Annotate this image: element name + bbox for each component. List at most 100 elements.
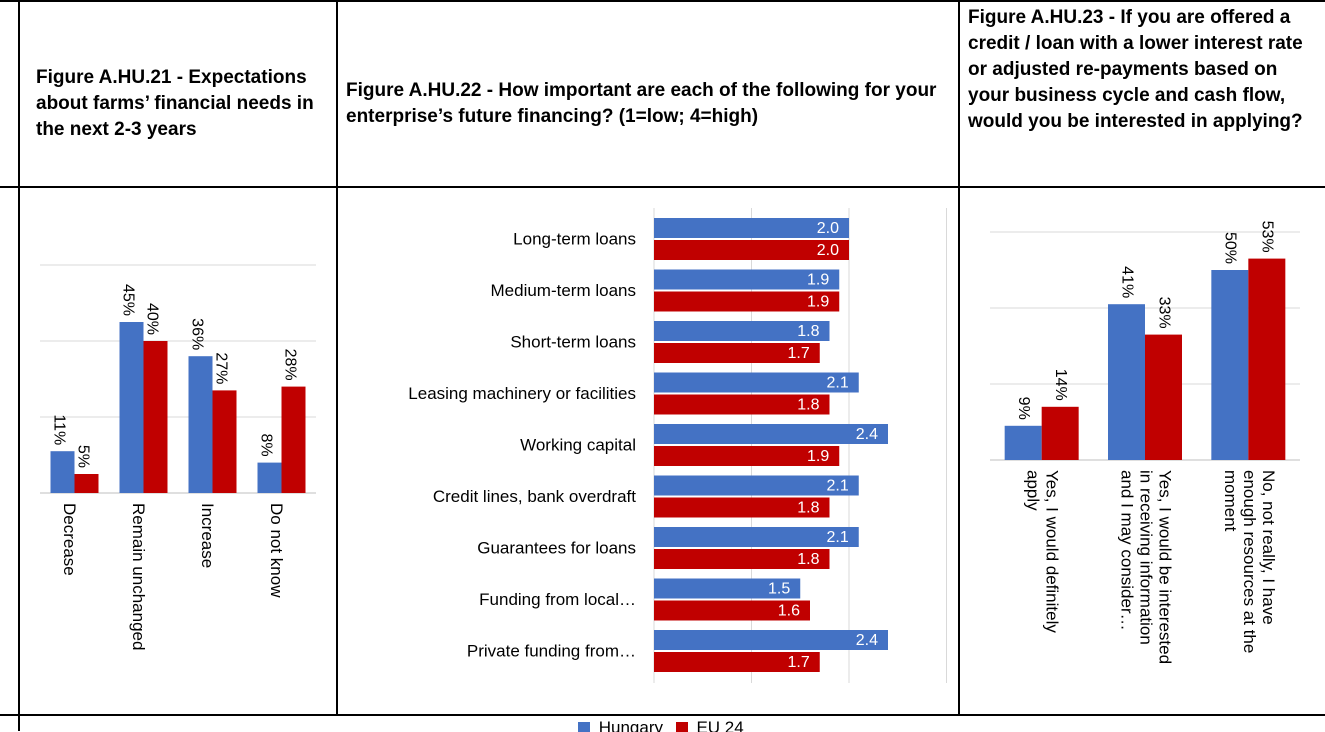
data-label: 45% — [119, 284, 136, 316]
bar-eu24 — [654, 394, 830, 415]
data-label: 33% — [1155, 297, 1172, 329]
category-label: Leasing machinery or facilities — [408, 384, 636, 403]
data-label: 1.7 — [788, 654, 810, 671]
bar-hungary — [1004, 425, 1042, 460]
data-label: 1.7 — [788, 345, 810, 362]
bar-hungary — [654, 630, 888, 650]
legend: Hungary EU 24 — [578, 718, 744, 732]
bar-eu24 — [212, 390, 237, 493]
data-label: 40% — [143, 303, 160, 335]
data-label: 1.6 — [778, 603, 800, 620]
table-border-col1 — [336, 0, 338, 716]
data-label: 50% — [1222, 232, 1239, 264]
category-label: Medium-term loans — [491, 281, 637, 300]
bar-hungary — [188, 356, 213, 493]
category-label: and I may consider… — [1118, 470, 1137, 631]
data-label: 9% — [1015, 397, 1032, 420]
category-label: No, not really, I have — [1259, 470, 1278, 625]
bar-eu24 — [1145, 334, 1182, 460]
bar-hungary — [654, 218, 849, 238]
bar-hungary — [257, 462, 282, 493]
data-label: 11% — [50, 414, 67, 445]
figure-23-title: Figure A.HU.23 - If you are offered a cr… — [968, 7, 1303, 132]
data-label: 2.1 — [827, 478, 849, 495]
figure-22-title: Figure A.HU.22 - How important are each … — [346, 80, 937, 127]
data-label: 2.0 — [817, 220, 839, 237]
category-label: moment — [1221, 470, 1240, 532]
data-label: 1.9 — [807, 272, 829, 289]
bar-eu24 — [654, 600, 810, 621]
data-label: 2.4 — [856, 426, 878, 443]
bar-hungary — [654, 424, 888, 444]
bar-hungary — [654, 269, 840, 290]
category-label: Remain unchanged — [129, 503, 148, 650]
bar-hungary — [654, 475, 859, 496]
bar-eu24 — [74, 474, 99, 493]
bar-eu24 — [654, 446, 840, 466]
data-label: 5% — [74, 445, 91, 468]
category-label: Long-term loans — [513, 229, 636, 248]
category-label: Yes, I would be interested — [1156, 470, 1175, 664]
legend-swatch-eu24 — [675, 722, 688, 732]
data-label: 2.1 — [827, 529, 849, 546]
table-border-left — [18, 0, 20, 731]
chart-financial-needs: 11% 5% Decrease 45% 40% Remain unchanged 36% 27… — [40, 264, 316, 650]
data-label: 14% — [1052, 369, 1069, 401]
category-label: Short-term loans — [510, 332, 636, 351]
table-border-row-bottom — [0, 714, 1325, 716]
data-label: 41% — [1118, 266, 1135, 298]
bar-eu24 — [1248, 258, 1286, 460]
table-border-col2 — [958, 0, 960, 716]
data-label: 2.0 — [817, 242, 839, 259]
bar-eu24 — [654, 497, 830, 518]
category-label: Increase — [198, 503, 217, 568]
data-label: 1.8 — [797, 323, 819, 340]
category-label: Decrease — [60, 503, 79, 576]
data-label: 1.8 — [797, 397, 819, 414]
bar-hungary — [654, 372, 859, 393]
data-label: 36% — [188, 318, 205, 350]
category-label: Working capital — [520, 435, 636, 454]
bar-eu24 — [654, 240, 849, 260]
data-label: 2.4 — [856, 632, 878, 649]
chart-financing-importance: Long-term loans 2.0 2.0 Medium-term loans 1.… — [408, 208, 947, 683]
category-label: Funding from local… — [479, 590, 636, 609]
legend-label-hungary: Hungary — [598, 718, 663, 732]
bar-eu24 — [654, 549, 830, 569]
data-label: 1.5 — [768, 581, 790, 598]
data-label: 28% — [281, 349, 298, 381]
bar-eu24 — [654, 652, 820, 672]
table-border-top — [0, 0, 1325, 2]
bar-eu24 — [1041, 406, 1079, 460]
legend-label-eu24: EU 24 — [696, 718, 744, 732]
bar-hungary — [119, 322, 144, 493]
bar-eu24 — [654, 343, 820, 363]
data-label: 8% — [257, 433, 274, 456]
data-label: 1.8 — [797, 551, 819, 568]
table-border-row — [0, 186, 1325, 188]
category-label: Yes, I would definitely — [1043, 470, 1062, 633]
bar-hungary — [1108, 304, 1145, 460]
bar-hungary — [1211, 270, 1249, 460]
data-label: 2.1 — [827, 375, 849, 392]
bar-hungary — [654, 527, 859, 547]
data-label: 27% — [212, 352, 229, 384]
category-label: Guarantees for loans — [477, 538, 636, 557]
data-label: 1.8 — [797, 500, 819, 517]
figure-21-title: Figure A.HU.21 - Expectations about farm… — [36, 67, 314, 140]
bar-hungary — [654, 578, 801, 599]
data-label: 53% — [1259, 221, 1276, 253]
legend-swatch-hungary — [578, 722, 590, 732]
category-label: apply — [1024, 470, 1043, 511]
bar-eu24 — [281, 386, 306, 493]
bar-hungary — [654, 321, 830, 341]
bar-eu24 — [143, 341, 168, 493]
bar-eu24 — [654, 291, 840, 312]
category-label: Private funding from… — [467, 641, 636, 660]
category-label: Credit lines, bank overdraft — [433, 487, 636, 506]
bar-hungary — [50, 451, 75, 493]
category-label: Do not know — [267, 503, 286, 598]
data-label: 1.9 — [807, 448, 829, 465]
